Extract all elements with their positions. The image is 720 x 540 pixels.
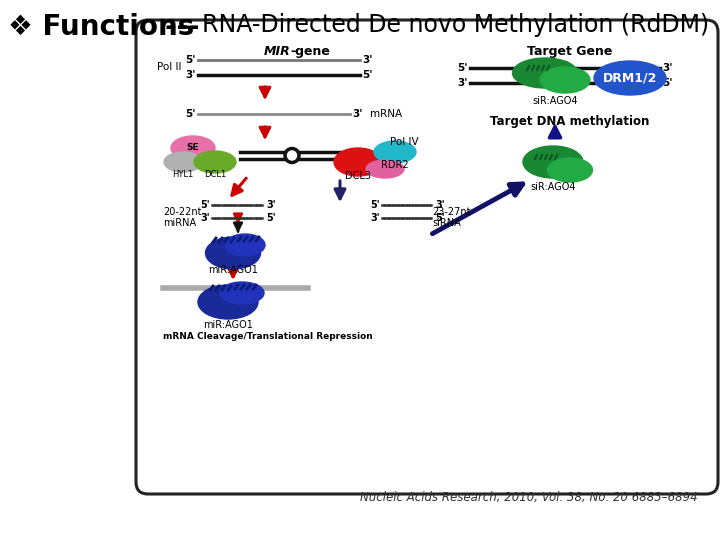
Text: 5': 5'	[370, 200, 380, 210]
Ellipse shape	[194, 151, 236, 173]
Ellipse shape	[334, 148, 382, 176]
Text: DCL3: DCL3	[345, 171, 371, 181]
Text: SE: SE	[186, 143, 199, 152]
Ellipse shape	[366, 160, 404, 178]
Text: Nucleic Acids Research, 2010, Vol. 38, No. 20 6883–6894: Nucleic Acids Research, 2010, Vol. 38, N…	[361, 491, 698, 504]
Ellipse shape	[205, 237, 261, 269]
Text: 3': 3'	[352, 109, 362, 119]
Text: siRNA: siRNA	[432, 218, 461, 228]
Ellipse shape	[225, 234, 265, 256]
Text: m  m  m: m m m	[528, 59, 569, 69]
Text: 5': 5'	[435, 213, 445, 223]
Text: 5': 5'	[457, 63, 468, 73]
FancyBboxPatch shape	[136, 20, 718, 494]
Text: miR:AGO1: miR:AGO1	[208, 265, 258, 275]
Text: RDR2: RDR2	[381, 160, 409, 170]
Text: mRNA: mRNA	[370, 109, 402, 119]
Text: DCL1: DCL1	[204, 170, 226, 179]
Text: 5': 5'	[266, 213, 276, 223]
Text: miR:AGO1: miR:AGO1	[203, 320, 253, 330]
Text: ❖ Functions: ❖ Functions	[8, 13, 204, 41]
Ellipse shape	[547, 158, 593, 182]
Text: ---: ---	[165, 13, 209, 41]
Text: 3': 3'	[266, 200, 276, 210]
Ellipse shape	[171, 136, 215, 160]
Text: 5': 5'	[186, 55, 196, 65]
Ellipse shape	[220, 282, 264, 304]
Circle shape	[285, 148, 299, 163]
Text: mRNA Cleavage/Translational Repression: mRNA Cleavage/Translational Repression	[163, 332, 373, 341]
Text: 3': 3'	[370, 213, 380, 223]
Text: -gene: -gene	[290, 45, 330, 58]
Ellipse shape	[594, 61, 666, 95]
Text: 3': 3'	[186, 70, 196, 80]
Text: miRNA: miRNA	[163, 218, 196, 228]
Text: 5': 5'	[362, 70, 372, 80]
Text: 23-27nt: 23-27nt	[432, 207, 470, 217]
Ellipse shape	[513, 58, 577, 88]
Text: 3': 3'	[662, 63, 672, 73]
Ellipse shape	[198, 285, 258, 319]
Text: 3': 3'	[435, 200, 445, 210]
Text: MIR: MIR	[264, 45, 290, 58]
Text: RNA-Directed De novo Methylation (RdDM): RNA-Directed De novo Methylation (RdDM)	[202, 13, 709, 37]
Text: siR:AGO4: siR:AGO4	[530, 182, 576, 192]
Text: 20-22nt: 20-22nt	[163, 207, 202, 217]
Text: 3': 3'	[200, 213, 210, 223]
Ellipse shape	[374, 141, 416, 163]
Text: Target DNA methylation: Target DNA methylation	[490, 115, 649, 128]
Ellipse shape	[523, 146, 583, 178]
Text: Pol II: Pol II	[157, 62, 181, 72]
Text: 3': 3'	[457, 78, 468, 88]
Text: Target Gene: Target Gene	[527, 45, 613, 58]
Text: 5': 5'	[662, 78, 672, 88]
Text: 3': 3'	[362, 55, 372, 65]
Ellipse shape	[164, 152, 202, 172]
Text: DRM1/2: DRM1/2	[603, 71, 657, 84]
Text: HYL1: HYL1	[172, 170, 194, 179]
Text: 5': 5'	[200, 200, 210, 210]
Text: 5': 5'	[186, 109, 196, 119]
Text: siR:AGO4: siR:AGO4	[532, 96, 577, 106]
Ellipse shape	[540, 67, 590, 93]
Text: Pol IV: Pol IV	[390, 137, 418, 147]
